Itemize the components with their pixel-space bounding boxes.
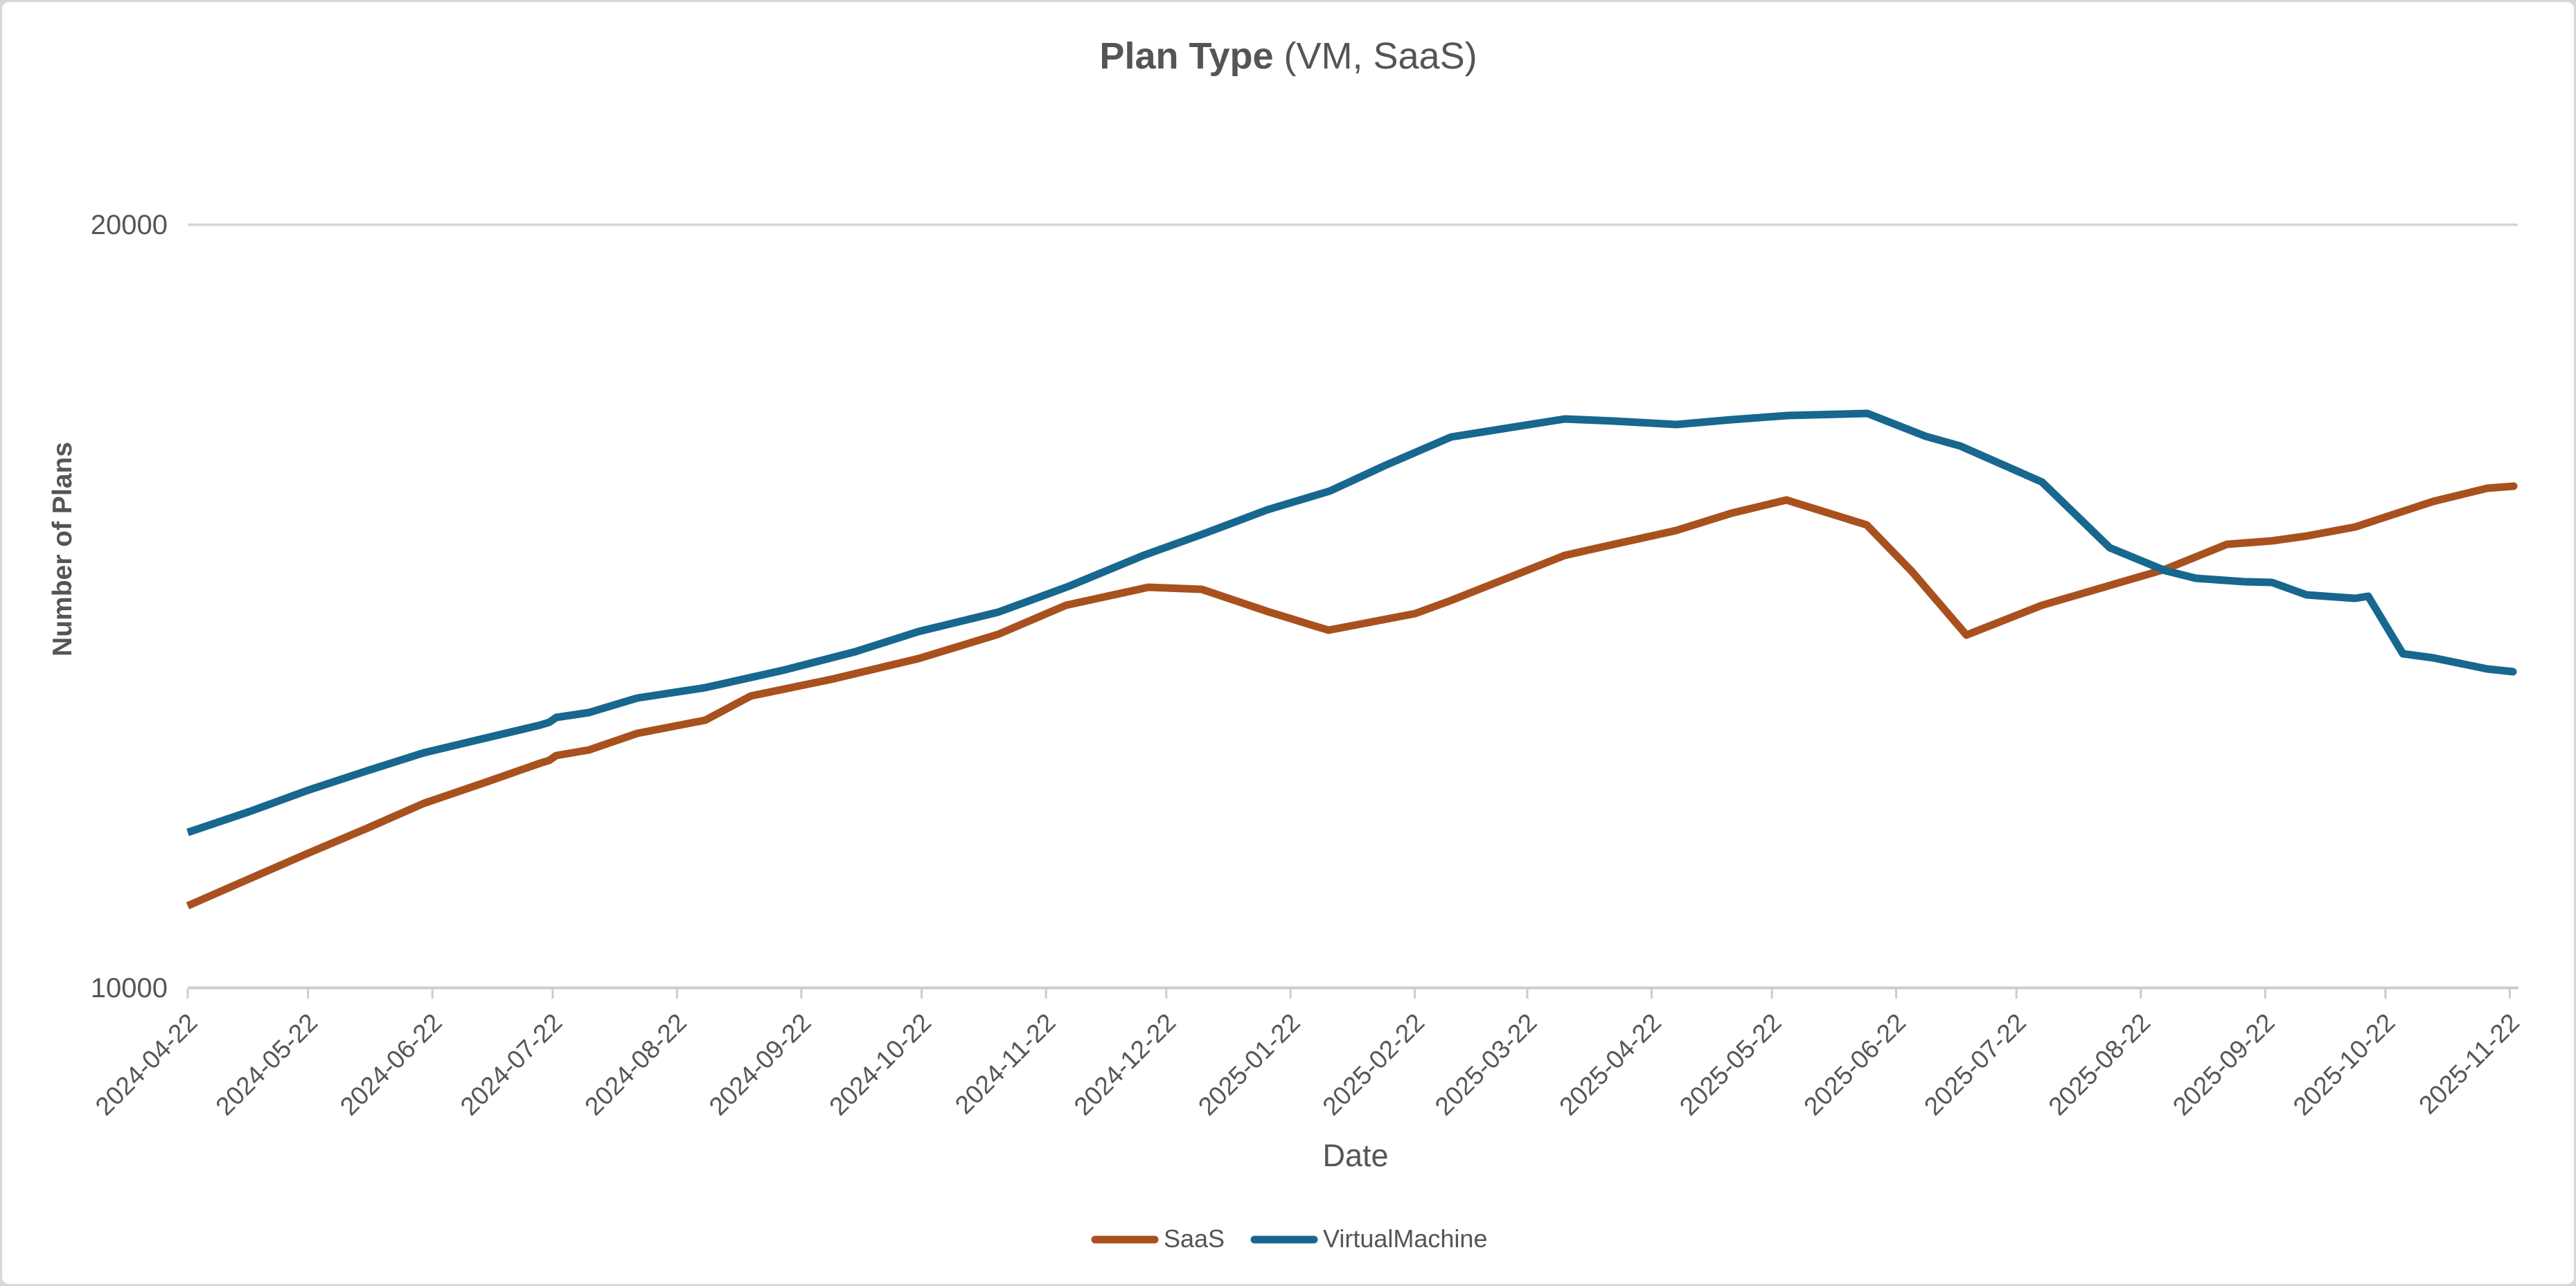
svg-text:SaaS: SaaS [1164,1224,1225,1253]
svg-text:VirtualMachine: VirtualMachine [1323,1224,1487,1253]
svg-text:Plan Type (VM, SaaS): Plan Type (VM, SaaS) [1099,35,1477,77]
svg-text:20000: 20000 [91,210,168,240]
svg-text:10000: 10000 [91,973,168,1003]
svg-text:Date: Date [1322,1138,1388,1173]
svg-text:Number of Plans: Number of Plans [48,442,78,657]
